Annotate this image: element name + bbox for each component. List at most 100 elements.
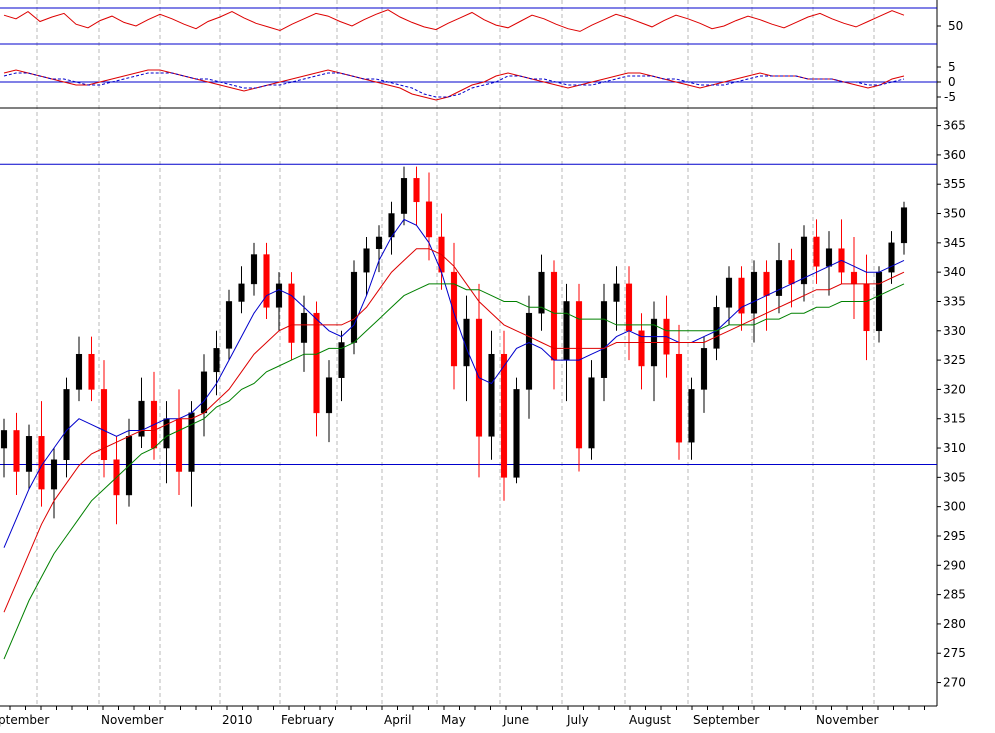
candle-body bbox=[263, 254, 270, 308]
macd-tick-label: -5 bbox=[944, 90, 956, 104]
candle-body bbox=[763, 271, 770, 296]
price-tick-label: 285 bbox=[943, 588, 966, 602]
x-tick-label: August bbox=[629, 713, 671, 727]
price-tick-label: 310 bbox=[943, 441, 966, 455]
candle-body bbox=[800, 236, 808, 285]
candle-body bbox=[588, 377, 595, 449]
candle-body bbox=[525, 312, 533, 390]
candle-body bbox=[775, 260, 783, 296]
x-tick-label: April bbox=[384, 713, 411, 727]
candle-body bbox=[788, 260, 795, 285]
candle-body bbox=[888, 242, 895, 273]
price-tick-label: 340 bbox=[943, 265, 966, 279]
price-tick-label: 270 bbox=[943, 676, 966, 690]
x-tick-label: July bbox=[566, 713, 589, 727]
candle-body bbox=[688, 389, 695, 443]
candle-body bbox=[700, 348, 708, 390]
candle-body bbox=[613, 283, 620, 302]
candle-body bbox=[725, 277, 733, 308]
price-tick-label: 325 bbox=[943, 353, 966, 367]
candle-body bbox=[0, 430, 8, 449]
candle-body bbox=[200, 371, 208, 414]
price-tick-label: 275 bbox=[943, 646, 966, 660]
x-tick-label: May bbox=[441, 713, 466, 727]
candle-body bbox=[350, 271, 358, 343]
candle-body bbox=[538, 271, 545, 314]
candle-body bbox=[575, 301, 583, 449]
candle-body bbox=[400, 178, 408, 214]
candle-body bbox=[300, 312, 308, 343]
moving-average-slow bbox=[3, 283, 905, 660]
price-tick-label: 295 bbox=[943, 529, 966, 543]
candle-body bbox=[675, 353, 683, 443]
price-tick-label: 365 bbox=[943, 119, 966, 133]
candle-body bbox=[450, 271, 458, 367]
moving-average-mid bbox=[3, 248, 905, 613]
price-tick-label: 345 bbox=[943, 236, 966, 250]
candle-body bbox=[638, 330, 645, 367]
candle-body bbox=[738, 277, 745, 314]
candle-body bbox=[825, 248, 833, 267]
candle-body bbox=[188, 412, 195, 472]
candle-body bbox=[413, 178, 420, 203]
candle-body bbox=[75, 353, 83, 390]
candle-body bbox=[813, 236, 820, 267]
candle-body bbox=[900, 207, 908, 244]
price-tick-label: 335 bbox=[943, 294, 966, 308]
candle-body bbox=[225, 301, 233, 349]
candle-body bbox=[850, 271, 858, 285]
price-tick-label: 290 bbox=[943, 558, 966, 572]
price-tick-label: 320 bbox=[943, 382, 966, 396]
macd-tick-label: 5 bbox=[948, 60, 956, 74]
candle-body bbox=[713, 307, 720, 349]
candle-body bbox=[863, 283, 870, 332]
candle-body bbox=[50, 459, 58, 490]
candle-body bbox=[463, 318, 470, 367]
candle-body bbox=[875, 271, 883, 332]
candle-body bbox=[238, 283, 245, 302]
price-tick-label: 330 bbox=[943, 324, 966, 338]
candle-body bbox=[213, 348, 220, 373]
candle-body bbox=[63, 389, 70, 461]
price-tick-label: 305 bbox=[943, 470, 966, 484]
x-tick-label: November bbox=[101, 713, 163, 727]
price-tick-label: 350 bbox=[943, 207, 966, 221]
candle-body bbox=[138, 400, 145, 437]
moving-average-fast bbox=[3, 218, 905, 548]
price-tick-label: 300 bbox=[943, 500, 966, 514]
macd-tick-label: 0 bbox=[948, 75, 956, 89]
candle-body bbox=[13, 430, 20, 472]
x-tick-label: February bbox=[281, 713, 334, 727]
candle-body bbox=[250, 254, 258, 285]
candle-body bbox=[325, 377, 333, 414]
candle-body bbox=[488, 353, 495, 437]
candle-body bbox=[500, 353, 508, 478]
candle-body bbox=[600, 301, 608, 378]
candle-body bbox=[313, 312, 320, 414]
x-tick-label: ptember bbox=[0, 713, 49, 727]
candle-body bbox=[275, 283, 283, 308]
candle-body bbox=[625, 283, 633, 332]
candle-body bbox=[338, 342, 345, 378]
price-tick-label: 355 bbox=[943, 177, 966, 191]
candle-body bbox=[100, 389, 108, 461]
macd-signal-line bbox=[3, 72, 905, 98]
price-tick-label: 360 bbox=[943, 148, 966, 162]
rsi-tick-label: 50 bbox=[948, 19, 963, 33]
x-tick-label: 2010 bbox=[222, 713, 253, 727]
candle-body bbox=[25, 436, 33, 472]
candle-body bbox=[38, 436, 45, 490]
x-tick-label: November bbox=[816, 713, 878, 727]
x-tick-label: September bbox=[693, 713, 759, 727]
candle-body bbox=[425, 201, 433, 238]
candle-body bbox=[513, 389, 520, 478]
macd-line bbox=[3, 69, 905, 101]
candle-body bbox=[563, 301, 570, 361]
price-tick-label: 280 bbox=[943, 617, 966, 631]
price-tick-label: 315 bbox=[943, 412, 966, 426]
candle-body bbox=[375, 236, 383, 249]
candle-body bbox=[88, 353, 95, 390]
